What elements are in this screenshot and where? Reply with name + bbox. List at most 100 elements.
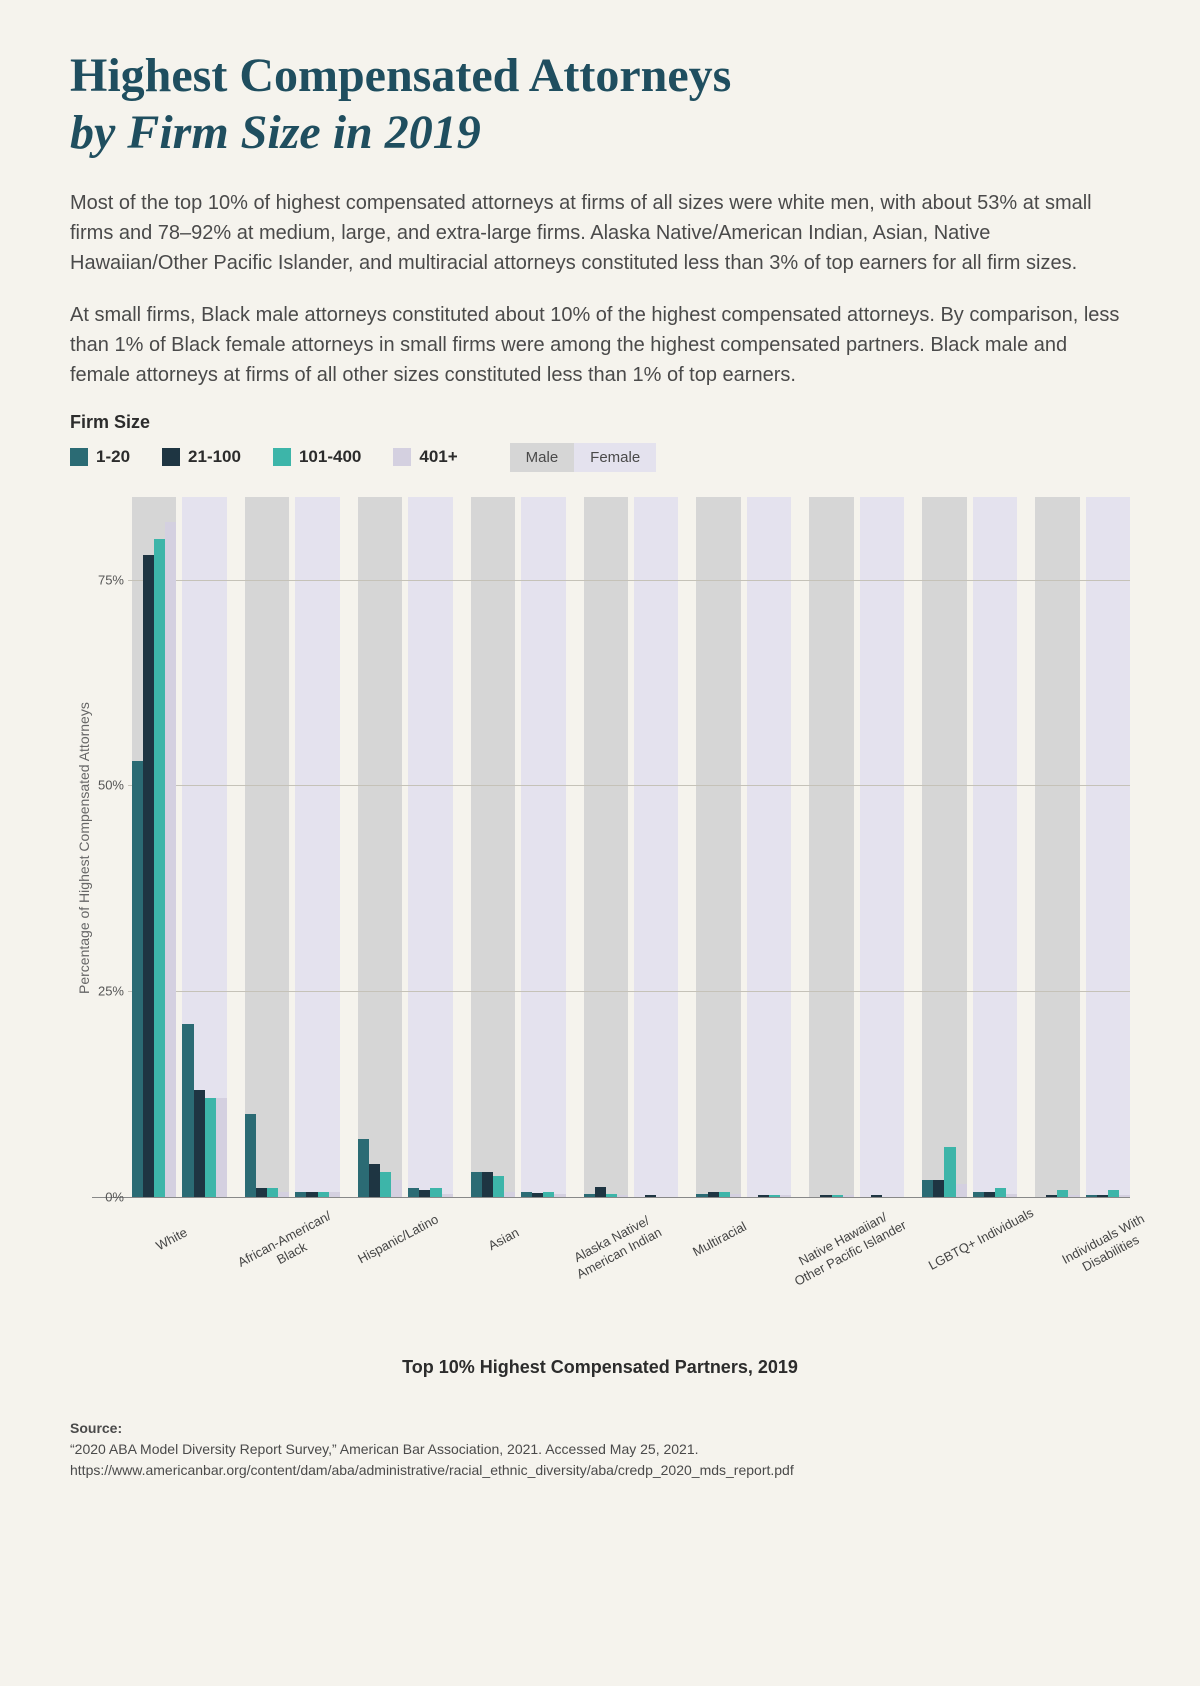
cluster-background: [747, 497, 791, 1197]
bar: [1046, 1195, 1057, 1197]
legend-series-label: 401+: [419, 447, 457, 467]
bar: [719, 1192, 730, 1196]
bar: [1057, 1190, 1068, 1197]
x-axis-title: Top 10% Highest Compensated Partners, 20…: [70, 1357, 1130, 1378]
y-tick-label: 75%: [92, 572, 124, 587]
gender-cluster-female: [182, 498, 226, 1197]
bar: [369, 1164, 380, 1197]
x-axis-category-label: Asian: [447, 1183, 553, 1279]
y-tick-label: 25%: [92, 984, 124, 999]
bar: [820, 1195, 831, 1197]
bar: [194, 1090, 205, 1197]
gender-cluster-male: [922, 498, 966, 1197]
category-group: [584, 498, 679, 1197]
gender-cluster-male: [132, 498, 176, 1197]
bar: [471, 1172, 482, 1197]
cluster-background: [809, 497, 853, 1197]
category-group: [245, 498, 340, 1197]
bar: [995, 1188, 1006, 1196]
bar: [380, 1172, 391, 1197]
bar: [132, 761, 143, 1197]
cluster-background: [634, 497, 678, 1197]
gender-cluster-female: [860, 498, 904, 1197]
gender-cluster-male: [1035, 498, 1079, 1197]
bar: [1108, 1190, 1119, 1197]
cluster-background: [922, 497, 966, 1197]
cluster-background: [471, 497, 515, 1197]
bar: [256, 1188, 267, 1196]
legend-series-label: 1-20: [96, 447, 130, 467]
x-axis-category-label: Multiracial: [663, 1183, 769, 1279]
bar: [696, 1194, 707, 1196]
bar: [595, 1187, 606, 1197]
gender-cluster-female: [408, 498, 452, 1197]
category-group: [471, 498, 566, 1197]
bar: [871, 1195, 882, 1197]
gender-cluster-male: [584, 498, 628, 1197]
cluster-background: [295, 497, 339, 1197]
bar: [769, 1195, 780, 1197]
legend-gender-label: Female: [574, 443, 656, 472]
category-group: [696, 498, 791, 1197]
legend-gender-label: Male: [510, 443, 575, 472]
x-axis-labels: WhiteAfrican-American/BlackHispanic/Lati…: [110, 1204, 1130, 1267]
bar: [832, 1195, 843, 1197]
gender-cluster-female: [521, 498, 565, 1197]
cluster-background: [408, 497, 452, 1197]
gender-cluster-female: [747, 498, 791, 1197]
gender-cluster-female: [634, 498, 678, 1197]
bar: [306, 1192, 317, 1196]
bar: [267, 1188, 278, 1196]
gender-cluster-male: [809, 498, 853, 1197]
bar: [922, 1180, 933, 1196]
gender-cluster-male: [358, 498, 402, 1197]
y-tick-label: 50%: [92, 778, 124, 793]
page-title-line1: Highest Compensated Attorneys: [70, 50, 1130, 103]
cluster-background: [860, 497, 904, 1197]
gender-cluster-female: [295, 498, 339, 1197]
bar: [1097, 1195, 1108, 1197]
category-group: [1035, 498, 1130, 1197]
legend-swatch: [393, 448, 411, 466]
source-url: https://www.americanbar.org/content/dam/…: [70, 1462, 794, 1478]
bar: [504, 1192, 515, 1196]
bar: [165, 522, 176, 1196]
y-tick-label: 0%: [92, 1189, 124, 1204]
bar: [143, 555, 154, 1196]
legend-series-label: 21-100: [188, 447, 241, 467]
legend-row: 1-20 21-100 101-400 401+ MaleFemale: [70, 443, 1130, 472]
gridline: [128, 580, 1130, 581]
bar: [408, 1188, 419, 1196]
gridline: [128, 785, 1130, 786]
bar: [318, 1192, 329, 1196]
source-block: Source: “2020 ABA Model Diversity Report…: [70, 1418, 1130, 1481]
gender-cluster-male: [245, 498, 289, 1197]
plot-area: 0%25%50%75%: [92, 498, 1130, 1198]
cluster-background: [584, 497, 628, 1197]
category-group: [358, 498, 453, 1197]
legend-series-label: 101-400: [299, 447, 361, 467]
bar: [843, 1195, 854, 1197]
bar: [584, 1194, 595, 1196]
bar: [278, 1192, 289, 1196]
cluster-background: [358, 497, 402, 1197]
cluster-background: [973, 497, 1017, 1197]
legend-gender-group: MaleFemale: [510, 443, 657, 472]
cluster-background: [1086, 497, 1130, 1197]
page-title-line2: by Firm Size in 2019: [70, 107, 1130, 160]
bar: [708, 1192, 719, 1196]
bar: [295, 1192, 306, 1196]
bar: [521, 1192, 532, 1196]
chart: Percentage of Highest Compensated Attorn…: [70, 498, 1130, 1198]
cluster-background: [1035, 497, 1079, 1197]
gender-cluster-female: [973, 498, 1017, 1197]
category-group: [809, 498, 904, 1197]
bar: [329, 1192, 340, 1196]
bar: [216, 1098, 227, 1197]
bar: [1068, 1195, 1079, 1197]
x-axis-category-label: White: [115, 1183, 221, 1279]
bar: [543, 1192, 554, 1196]
cluster-background: [696, 497, 740, 1197]
gender-cluster-female: [1086, 498, 1130, 1197]
category-group: [922, 498, 1017, 1197]
